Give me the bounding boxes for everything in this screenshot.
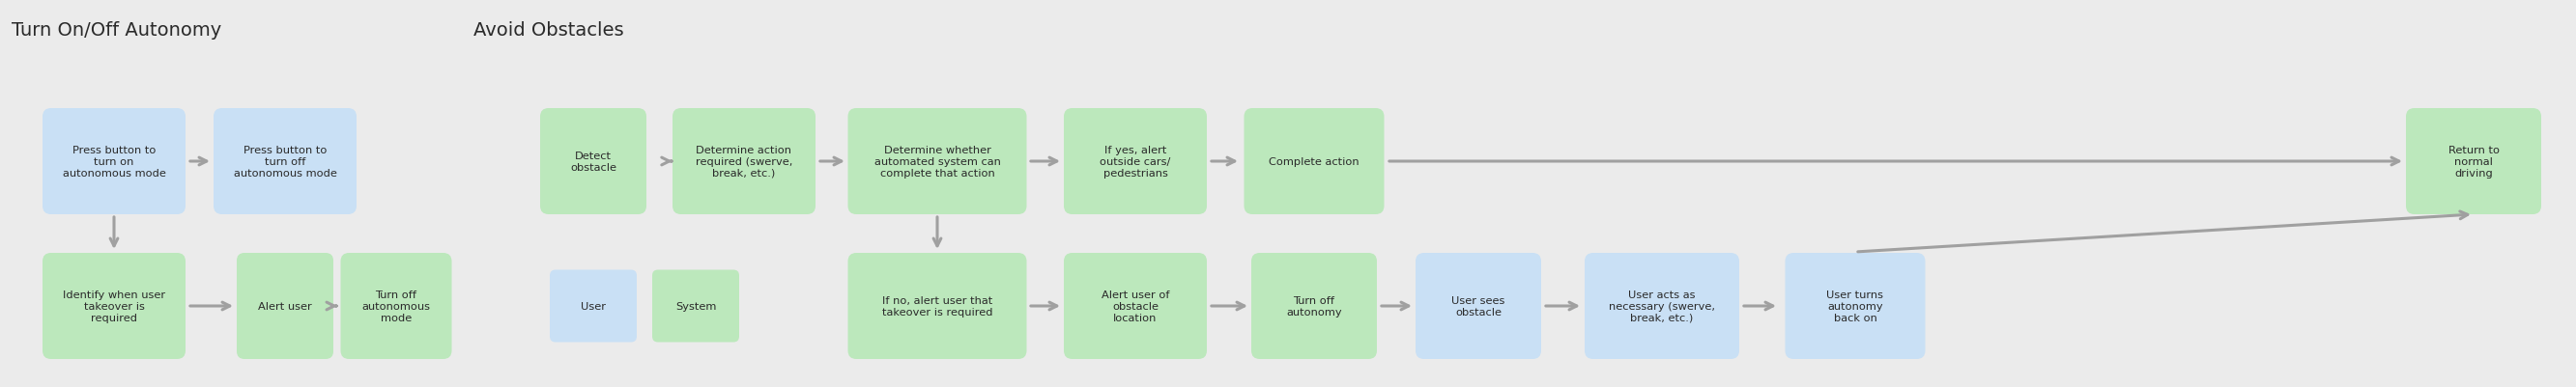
Text: Determine whether
automated system can
complete that action: Determine whether automated system can c… [873,146,999,178]
Text: Turn off
autonomy: Turn off autonomy [1285,296,1342,317]
Text: User: User [580,301,605,311]
Text: Determine action
required (swerve,
break, etc.): Determine action required (swerve, break… [696,146,793,178]
FancyBboxPatch shape [237,253,332,359]
Text: Return to
normal
driving: Return to normal driving [2447,146,2499,178]
Text: Detect
obstacle: Detect obstacle [569,151,616,172]
FancyBboxPatch shape [848,253,1028,359]
FancyBboxPatch shape [1417,253,1540,359]
FancyBboxPatch shape [44,253,185,359]
FancyBboxPatch shape [1064,109,1206,215]
FancyBboxPatch shape [672,109,817,215]
Text: Alert user of
obstacle
location: Alert user of obstacle location [1103,290,1170,322]
FancyBboxPatch shape [1252,253,1378,359]
FancyBboxPatch shape [340,253,451,359]
Text: Press button to
turn on
autonomous mode: Press button to turn on autonomous mode [62,146,165,178]
Text: Complete action: Complete action [1270,157,1360,166]
FancyBboxPatch shape [1785,253,1924,359]
FancyBboxPatch shape [549,270,636,342]
Text: Turn off
autonomous
mode: Turn off autonomous mode [361,290,430,322]
FancyBboxPatch shape [2406,109,2540,215]
FancyBboxPatch shape [44,109,185,215]
FancyBboxPatch shape [214,109,355,215]
FancyBboxPatch shape [848,109,1028,215]
Text: Press button to
turn off
autonomous mode: Press button to turn off autonomous mode [234,146,337,178]
FancyBboxPatch shape [1584,253,1739,359]
Text: System: System [675,301,716,311]
Text: Turn On/Off Autonomy: Turn On/Off Autonomy [13,21,222,39]
Text: User acts as
necessary (swerve,
break, etc.): User acts as necessary (swerve, break, e… [1610,290,1716,322]
Text: Identify when user
takeover is
required: Identify when user takeover is required [62,290,165,322]
FancyBboxPatch shape [1244,109,1383,215]
Text: Avoid Obstacles: Avoid Obstacles [474,21,623,39]
Text: If yes, alert
outside cars/
pedestrians: If yes, alert outside cars/ pedestrians [1100,146,1170,178]
FancyBboxPatch shape [541,109,647,215]
Text: If no, alert user that
takeover is required: If no, alert user that takeover is requi… [881,296,992,317]
FancyBboxPatch shape [1064,253,1206,359]
Text: User turns
autonomy
back on: User turns autonomy back on [1826,290,1883,322]
Text: User sees
obstacle: User sees obstacle [1453,296,1504,317]
FancyBboxPatch shape [652,270,739,342]
Text: Alert user: Alert user [258,301,312,311]
